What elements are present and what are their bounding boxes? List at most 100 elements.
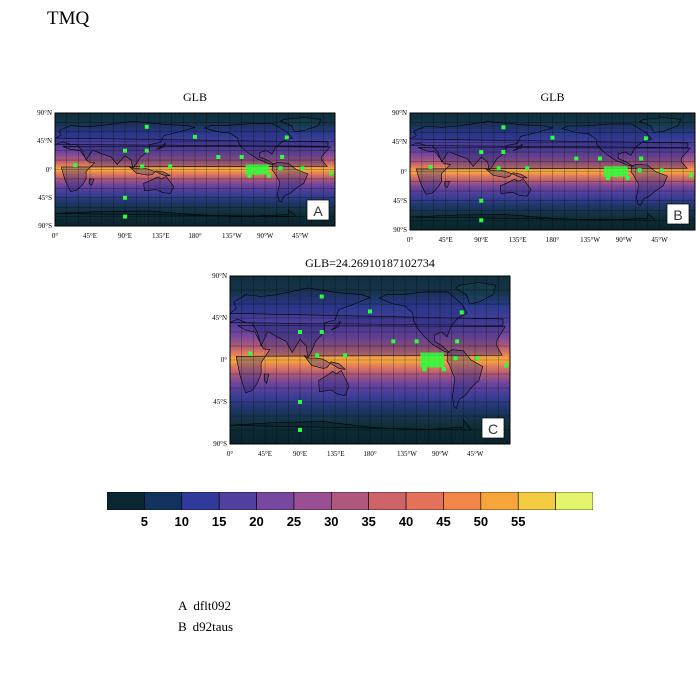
colorbar-swatch bbox=[331, 491, 369, 511]
coastline-north-america bbox=[203, 123, 293, 165]
missing-data-marker bbox=[598, 156, 602, 161]
missing-data-marker bbox=[625, 176, 630, 180]
panel-letter-box bbox=[666, 203, 690, 225]
lon-tick-label: 180° bbox=[188, 232, 202, 240]
missing-data-region bbox=[245, 164, 269, 175]
coastline-north-america bbox=[561, 123, 653, 167]
lat-tick-label: 0° bbox=[220, 356, 227, 364]
missing-data-region bbox=[420, 352, 444, 368]
missing-data-marker bbox=[315, 353, 320, 358]
missing-data-marker bbox=[479, 198, 484, 203]
missing-data-marker bbox=[266, 173, 271, 178]
legend-name-b: d92taus bbox=[192, 619, 234, 634]
lon-tick-label: 180° bbox=[363, 450, 377, 458]
colorbar-labels: 5 10 15 20 25 30 35 40 45 50 55 bbox=[107, 514, 593, 532]
lon-tick-label: 0° bbox=[406, 236, 414, 244]
missing-data-marker bbox=[329, 171, 334, 176]
lon-tick-label: 135°E bbox=[327, 450, 345, 458]
coastline-south-america bbox=[630, 164, 668, 206]
panel-letter-box bbox=[306, 199, 330, 221]
missing-data-marker bbox=[319, 330, 324, 334]
lat-tick-label: 45°S bbox=[213, 398, 227, 406]
lon-tick-label: 135°W bbox=[580, 236, 601, 244]
lat-tick-label: 0° bbox=[400, 167, 407, 176]
coastline-africa bbox=[235, 325, 506, 394]
coastline-australia bbox=[499, 178, 532, 197]
missing-data-marker bbox=[501, 150, 506, 154]
lat-tick-label: 45°N bbox=[212, 314, 227, 322]
missing-data-marker bbox=[123, 195, 127, 200]
colorbar-swatch bbox=[218, 491, 257, 511]
lon-tick-label: 45°E bbox=[257, 450, 273, 458]
colorbar-swatch bbox=[405, 491, 444, 511]
colorbar-tick-label: 30 bbox=[324, 514, 339, 529]
coastline-greenland bbox=[455, 282, 497, 305]
colorbar-swatch bbox=[480, 491, 519, 511]
lon-tick-label: 45°W bbox=[467, 450, 484, 458]
colorbar-tick-label: 45 bbox=[436, 514, 451, 529]
missing-data-marker bbox=[496, 166, 501, 171]
lat-tick-label: 0° bbox=[45, 165, 52, 174]
colorbar-swatch bbox=[443, 491, 482, 511]
missing-data-marker bbox=[168, 164, 173, 169]
missing-data-marker bbox=[659, 168, 664, 173]
lat-tick-label: 90°N bbox=[212, 272, 227, 280]
panel-a-map: A 90°N 45°N 0° 45°S 90°S 0° 45°E 90°E 135°E 180° 13… bbox=[37, 109, 336, 240]
panel-b-map: B 90°N 45°N 0° 45°S 90°S 0° 45°E 90°E 135°E 180° 13… bbox=[392, 109, 696, 244]
map-svg: B bbox=[409, 112, 696, 231]
missing-data-marker bbox=[247, 173, 252, 178]
panel-c-title: GLB=24.26910187102734 bbox=[305, 256, 435, 270]
missing-data-marker bbox=[73, 163, 78, 168]
lon-tick-label: 45°W bbox=[292, 232, 309, 240]
missing-data-marker bbox=[428, 164, 433, 169]
lon-tick-label: 0° bbox=[226, 450, 234, 458]
lat-tick-label: 90°S bbox=[213, 440, 227, 448]
missing-data-marker bbox=[501, 125, 506, 130]
lat-tick-label: 90°N bbox=[392, 109, 407, 117]
missing-data-marker bbox=[144, 148, 149, 153]
missing-data-marker bbox=[459, 310, 464, 315]
coastline-north-america bbox=[378, 291, 468, 353]
panel-b-title: GLB bbox=[540, 90, 565, 104]
missing-data-marker bbox=[441, 367, 446, 372]
lon-tick-label: 45°E bbox=[438, 236, 453, 244]
coastline-africa bbox=[60, 145, 331, 192]
panel-a-title: GLB bbox=[183, 90, 207, 104]
lon-tick-label: 90°E bbox=[292, 450, 308, 458]
lat-tick-label: 45°S bbox=[38, 193, 52, 202]
lon-tick-label: 135°W bbox=[397, 450, 417, 458]
lon-tick-label: 90°W bbox=[257, 232, 274, 240]
lon-tick-label: 180° bbox=[545, 236, 560, 244]
colorbar-swatch bbox=[517, 491, 556, 511]
lon-tick-label: 135°E bbox=[152, 232, 170, 240]
missing-data-marker bbox=[475, 356, 480, 361]
panel-c-map: C 90°N 45°N 0° 45°S 90°S 0° 45°E 90°E 135°E 180° 13… bbox=[212, 272, 511, 458]
lat-tick-label: 45°N bbox=[37, 137, 52, 146]
coastline-australia bbox=[143, 176, 175, 194]
missing-data-marker bbox=[298, 330, 302, 334]
missing-data-region bbox=[603, 166, 628, 177]
missing-data-marker bbox=[550, 135, 555, 140]
lon-tick-label: 45°W bbox=[651, 236, 668, 244]
colorbar-tick-label: 55 bbox=[510, 514, 526, 529]
missing-data-marker bbox=[280, 154, 285, 159]
colorbar-swatch bbox=[368, 491, 407, 511]
missing-data-marker bbox=[391, 339, 396, 344]
missing-data-marker bbox=[298, 400, 302, 404]
lon-tick-label: 90°E bbox=[474, 236, 489, 244]
colorbar-tick-label: 40 bbox=[398, 514, 414, 529]
missing-data-marker bbox=[298, 428, 302, 432]
missing-data-marker bbox=[368, 309, 372, 314]
lat-tick-label: 90°N bbox=[37, 109, 52, 117]
coastline-south-america bbox=[446, 349, 484, 409]
lon-tick-label: 0° bbox=[51, 232, 59, 240]
colorbar-swatch bbox=[144, 491, 183, 511]
coastline-australia bbox=[318, 369, 350, 396]
colorbar-tick-label: 50 bbox=[473, 514, 489, 529]
missing-data-marker bbox=[504, 363, 509, 368]
missing-data-marker bbox=[123, 214, 127, 219]
colorbar-tick-label: 20 bbox=[249, 514, 264, 529]
missing-data-marker bbox=[479, 218, 484, 223]
